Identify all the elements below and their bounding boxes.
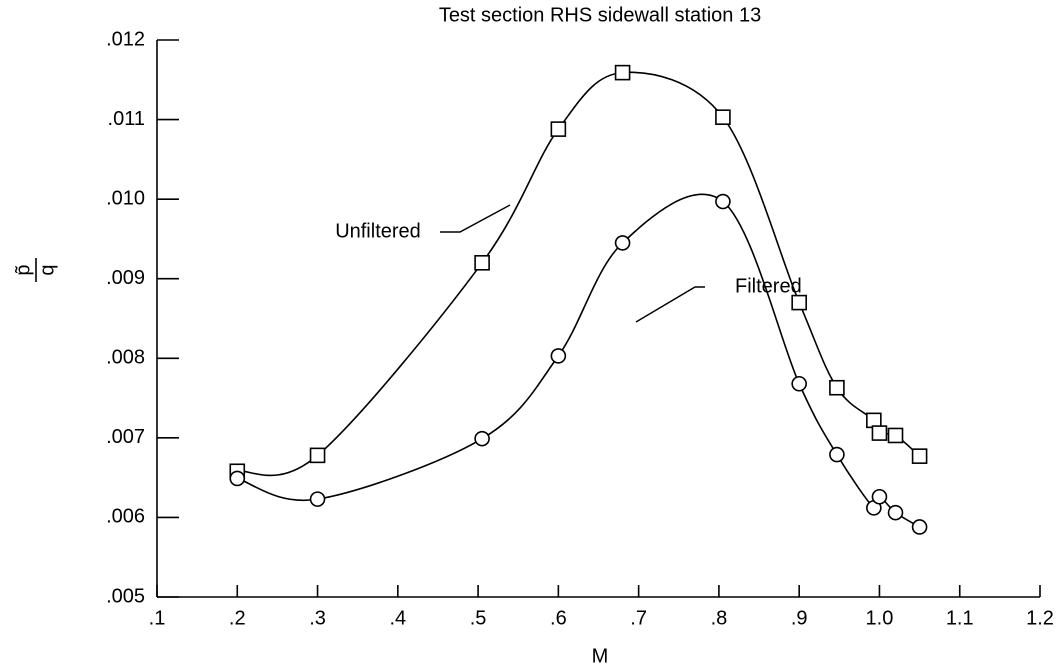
square-marker bbox=[791, 294, 807, 311]
x-tick-label: 1.2 bbox=[1026, 607, 1054, 629]
y-label-numerator: p̃ bbox=[12, 264, 34, 275]
y-tick-label: .005 bbox=[106, 585, 145, 607]
y-tick-label: .009 bbox=[106, 267, 145, 289]
x-tick-label: .8 bbox=[711, 607, 728, 629]
x-tick-label: 1.1 bbox=[946, 607, 974, 629]
x-tick-label: .3 bbox=[309, 607, 326, 629]
circle-marker bbox=[715, 193, 731, 210]
circle-marker bbox=[911, 519, 928, 535]
x-tick-label: .9 bbox=[791, 607, 808, 629]
x-tick-label: 1.0 bbox=[866, 607, 894, 629]
leader-line bbox=[440, 204, 511, 233]
x-tick-label: .5 bbox=[470, 607, 487, 629]
circle-marker bbox=[791, 375, 807, 392]
square-marker bbox=[715, 109, 731, 125]
y-axis-label: p̃ q bbox=[12, 258, 58, 282]
x-tick-label: .7 bbox=[630, 607, 647, 629]
circle-marker bbox=[309, 491, 326, 507]
square-marker bbox=[871, 425, 888, 441]
y-tick-label: .006 bbox=[106, 506, 145, 528]
series-line bbox=[237, 193, 920, 528]
series-label: Filtered bbox=[735, 275, 802, 297]
x-axis-label: M bbox=[592, 645, 609, 667]
x-tick-label: .1 bbox=[149, 607, 166, 629]
x-tick-label: .2 bbox=[229, 607, 246, 629]
leader-line bbox=[635, 286, 705, 323]
square-marker bbox=[887, 427, 904, 444]
square-marker bbox=[614, 64, 631, 81]
square-marker bbox=[866, 412, 882, 429]
chart-title: Test section RHS sidewall station 13 bbox=[439, 4, 761, 26]
circle-marker bbox=[229, 470, 246, 487]
square-marker bbox=[829, 379, 845, 396]
circle-marker bbox=[614, 235, 631, 251]
square-marker bbox=[911, 448, 928, 464]
circle-marker bbox=[550, 348, 567, 364]
y-tick-label: .010 bbox=[106, 187, 145, 209]
y-tick-label: .008 bbox=[106, 347, 145, 369]
series-line bbox=[237, 71, 921, 477]
circle-marker bbox=[887, 504, 904, 521]
x-tick-label: .4 bbox=[389, 607, 406, 629]
square-marker bbox=[309, 447, 326, 464]
y-label-denominator: q bbox=[36, 264, 58, 275]
circle-marker bbox=[829, 446, 845, 463]
x-tick-label: .6 bbox=[550, 607, 567, 629]
y-tick-label: .012 bbox=[106, 28, 145, 50]
series-label: Unfiltered bbox=[335, 220, 421, 242]
circle-marker bbox=[474, 430, 490, 447]
circle-marker bbox=[871, 488, 888, 505]
square-marker bbox=[550, 121, 567, 137]
y-tick-label: .011 bbox=[108, 108, 145, 130]
y-tick-label: .007 bbox=[106, 426, 145, 448]
square-marker bbox=[474, 255, 490, 271]
